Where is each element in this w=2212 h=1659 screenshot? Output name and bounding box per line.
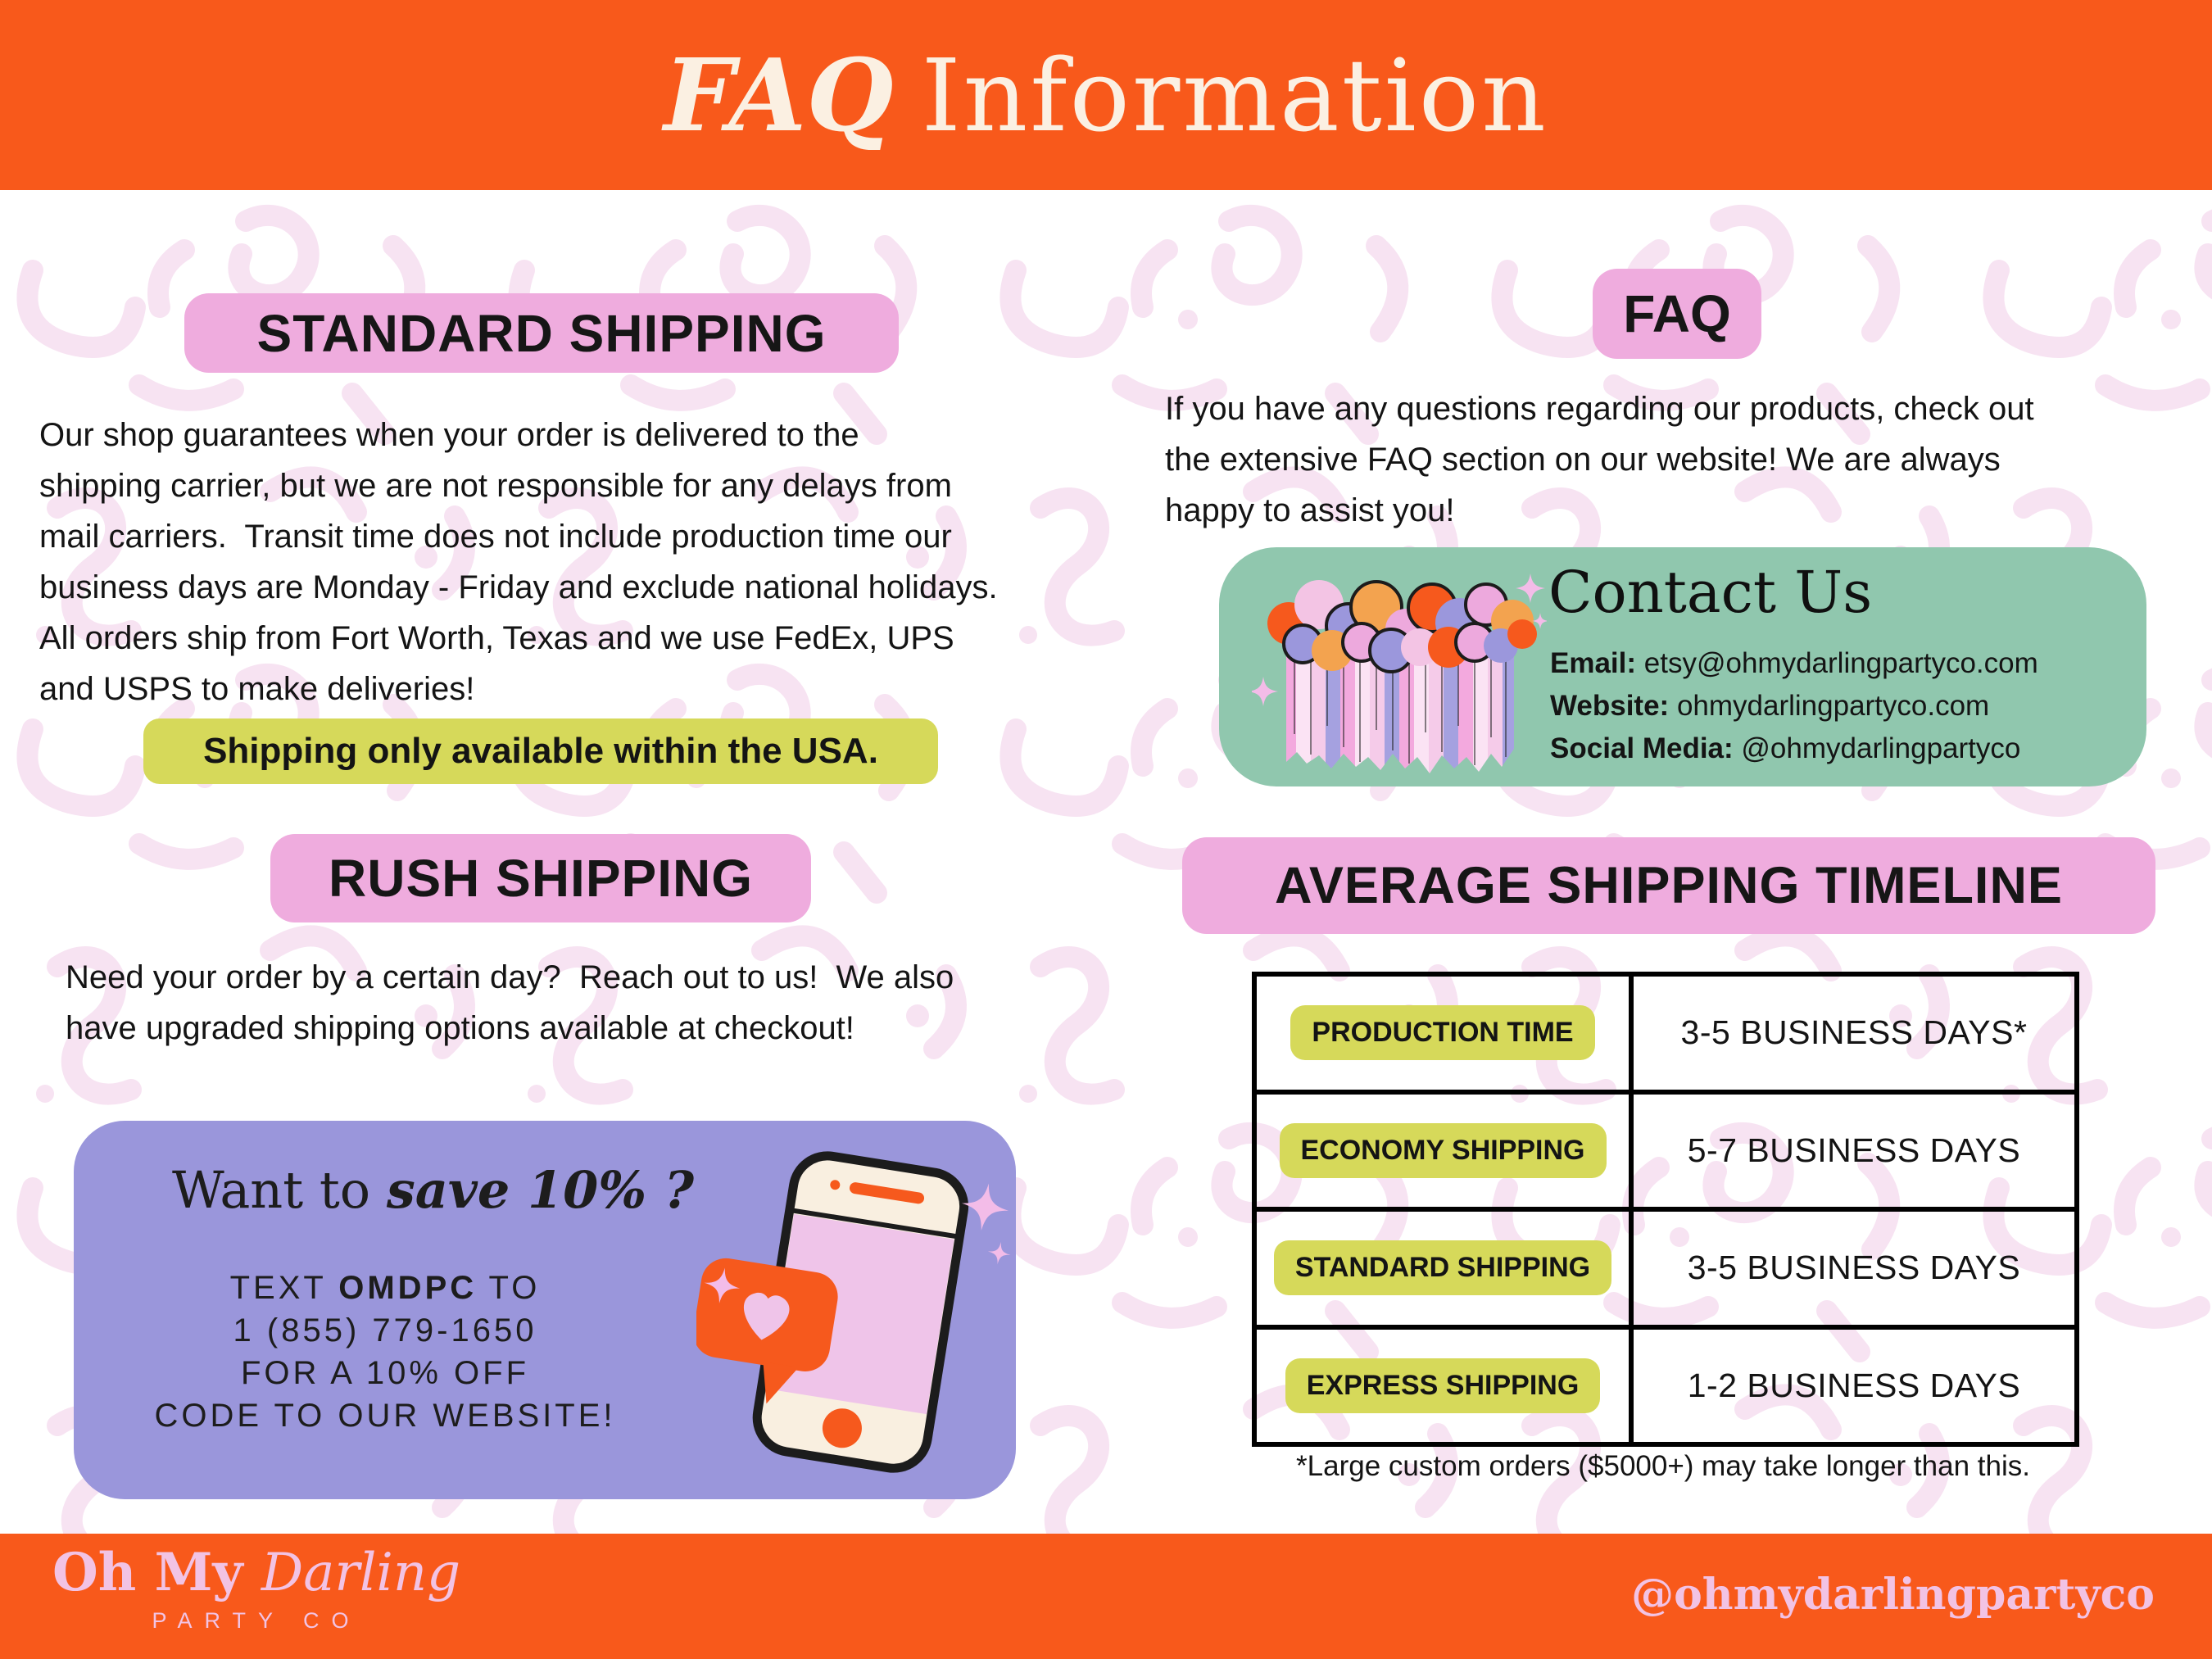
save-10-percent-panel: Want to save 10% ? TEXT OMDPC TO 1 (855)… bbox=[74, 1121, 1016, 1499]
logo-darling: Darling bbox=[261, 1543, 461, 1603]
website-label: Website: bbox=[1550, 690, 1670, 722]
table-row-label-cell: PRODUCTION TIME bbox=[1254, 974, 1631, 1092]
contact-us-title: Contact Us bbox=[1548, 559, 1873, 626]
promo-title: Want to save 10% ? bbox=[172, 1160, 694, 1220]
brand-logo: Oh My Darling PARTY CO bbox=[52, 1545, 460, 1633]
faq-heading: FAQ bbox=[1593, 269, 1761, 359]
usa-only-badge: Shipping only available within the USA. bbox=[143, 718, 938, 784]
promo-text-suffix: TO bbox=[477, 1270, 541, 1306]
website-value: ohmydarlingpartyco.com bbox=[1669, 690, 1990, 722]
email-label: Email: bbox=[1550, 647, 1637, 679]
sparkle-icon bbox=[1252, 573, 1547, 706]
table-row-value-cell: 5-7 BUSINESS DAYS bbox=[1631, 1091, 2077, 1209]
contact-website-row: Website: ohmydarlingpartyco.com bbox=[1550, 685, 2038, 728]
contact-email-row: Email: etsy@ohmydarlingpartyco.com bbox=[1550, 642, 2038, 685]
phone-illustration bbox=[696, 1151, 1011, 1473]
rush-shipping-paragraph: Need your order by a certain day? Reach … bbox=[66, 959, 954, 1046]
promo-instructions: TEXT OMDPC TO 1 (855) 779-1650 FOR A 10%… bbox=[107, 1267, 664, 1437]
table-row-label-cell: STANDARD SHIPPING bbox=[1254, 1209, 1631, 1327]
promo-title-emphasis: save 10% ? bbox=[386, 1160, 695, 1220]
promo-text-prefix: TEXT bbox=[229, 1270, 339, 1306]
economy-shipping-badge: ECONOMY SHIPPING bbox=[1279, 1122, 1607, 1178]
balloon-cluster bbox=[1267, 580, 1537, 673]
social-value: @ohmydarlingpartyco bbox=[1733, 732, 2021, 764]
production-time-badge: PRODUCTION TIME bbox=[1290, 1005, 1595, 1061]
contact-us-panel: Contact Us Email: etsy@ohmydarlingpartyc… bbox=[1219, 547, 2146, 786]
table-row-value-cell: 1-2 BUSINESS DAYS bbox=[1631, 1326, 2077, 1444]
shipping-timeline-table: PRODUCTION TIME 3-5 BUSINESS DAYS* ECONO… bbox=[1252, 972, 2079, 1447]
balloon-garland-illustration bbox=[1252, 573, 1547, 773]
promo-text-line: TEXT OMDPC TO bbox=[107, 1267, 664, 1309]
page-title: FAQ Information bbox=[664, 45, 1548, 146]
header-band: FAQ Information bbox=[0, 0, 2212, 190]
page-title-faq: FAQ bbox=[664, 35, 894, 154]
sparkle-icon bbox=[704, 1183, 1011, 1303]
standard-shipping-paragraph: Our shop guarantees when your order is d… bbox=[39, 417, 998, 707]
page-title-information: Information bbox=[921, 37, 1548, 154]
social-handle: @ohmydarlingpartyco bbox=[1631, 1570, 2155, 1620]
promo-phone-and-offer: 1 (855) 779-1650 FOR A 10% OFF CODE TO O… bbox=[154, 1312, 616, 1434]
table-row-value-cell: 3-5 BUSINESS DAYS bbox=[1631, 1209, 2077, 1327]
faq-paragraph: If you have any questions regarding our … bbox=[1165, 391, 2034, 528]
table-row-label-cell: EXPRESS SHIPPING bbox=[1254, 1326, 1631, 1444]
timeline-footnote: *Large custom orders ($5000+) may take l… bbox=[1296, 1450, 2030, 1482]
promo-title-regular: Want to bbox=[172, 1160, 387, 1220]
shipping-timeline-heading: AVERAGE SHIPPING TIMELINE bbox=[1182, 837, 2155, 934]
express-shipping-badge: EXPRESS SHIPPING bbox=[1285, 1358, 1601, 1413]
contact-social-row: Social Media: @ohmydarlingpartyco bbox=[1550, 728, 2038, 770]
brand-logo-name: Oh My Darling bbox=[52, 1545, 460, 1601]
brand-logo-subtitle: PARTY CO bbox=[152, 1608, 361, 1634]
promo-keyword: OMDPC bbox=[338, 1270, 478, 1306]
contact-details: Email: etsy@ohmydarlingpartyco.com Websi… bbox=[1550, 642, 2038, 770]
social-label: Social Media: bbox=[1550, 732, 1734, 764]
footer-band: Oh My Darling PARTY CO @ohmydarlingparty… bbox=[0, 1534, 2212, 1659]
table-row-value-cell: 3-5 BUSINESS DAYS* bbox=[1631, 974, 2077, 1092]
standard-shipping-heading: STANDARD SHIPPING bbox=[184, 293, 899, 373]
table-row-label-cell: ECONOMY SHIPPING bbox=[1254, 1091, 1631, 1209]
email-value: etsy@ohmydarlingpartyco.com bbox=[1636, 647, 2038, 679]
logo-oh-my: Oh My bbox=[52, 1542, 261, 1603]
standard-shipping-badge: STANDARD SHIPPING bbox=[1273, 1240, 1612, 1296]
rush-shipping-heading: RUSH SHIPPING bbox=[270, 834, 811, 922]
